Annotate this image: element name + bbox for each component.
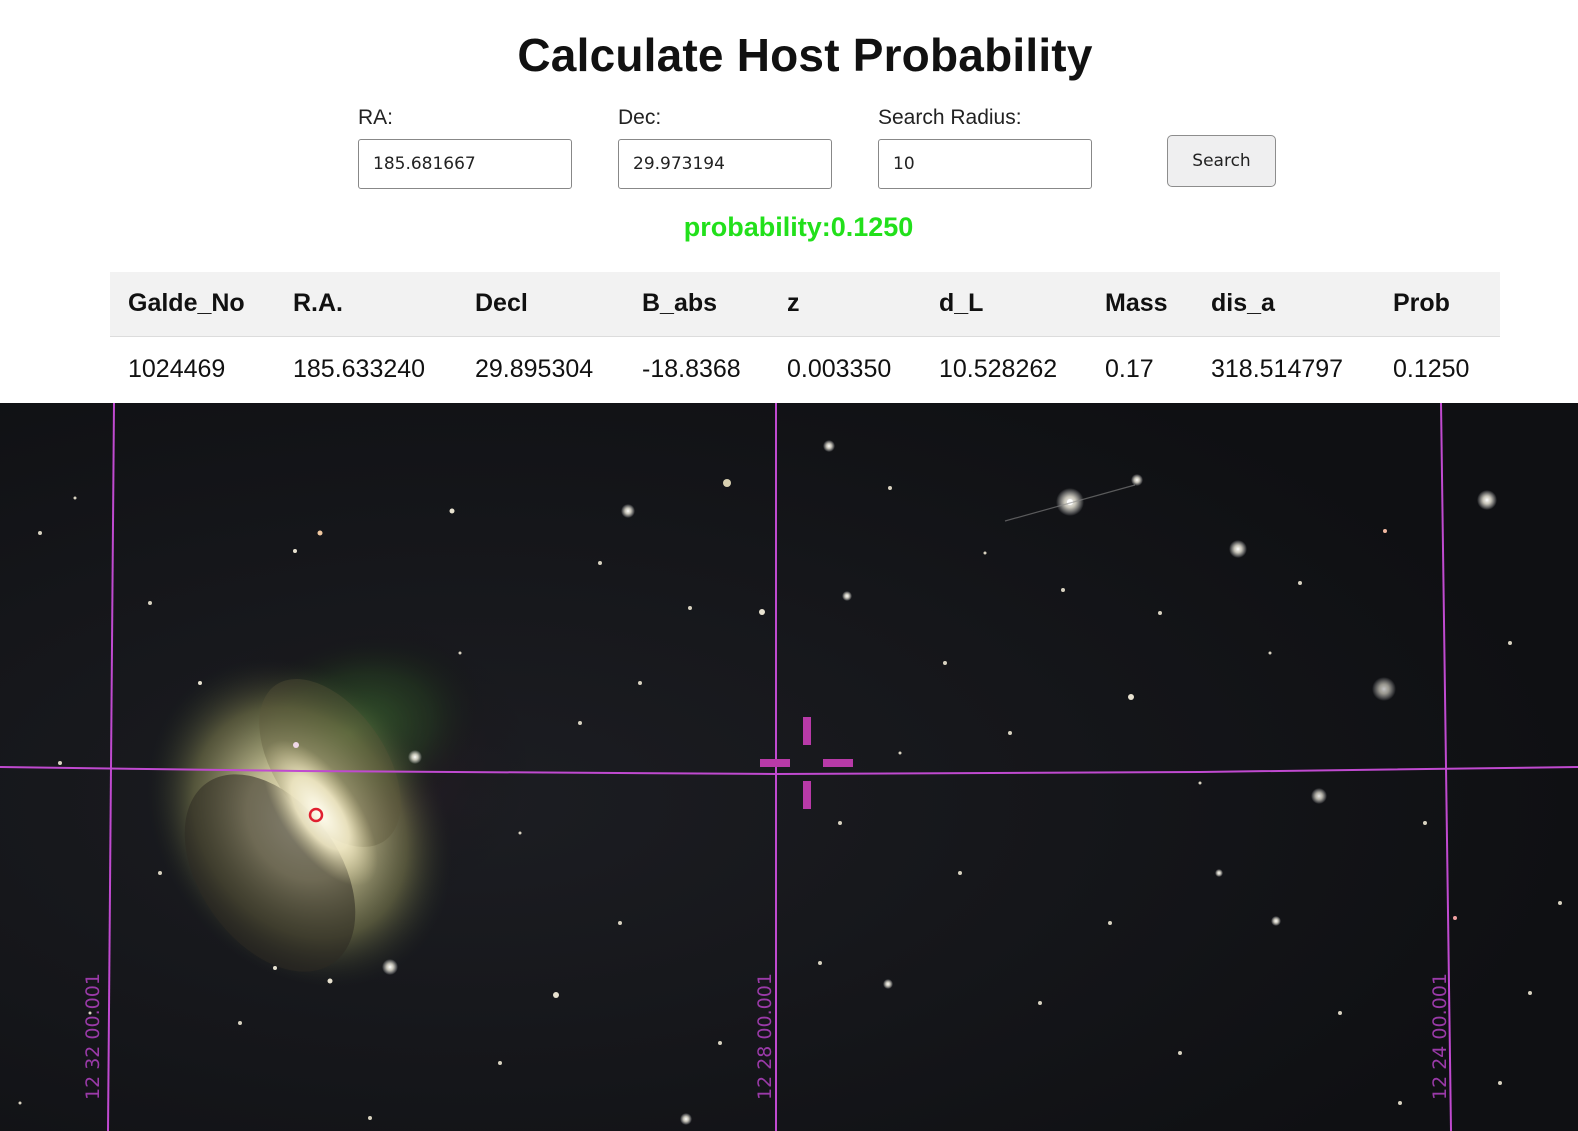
column-header-galde-no: Galde_No: [110, 272, 275, 337]
column-header-d-l: d_L: [921, 272, 1087, 337]
column-header-dis-a: dis_a: [1193, 272, 1375, 337]
cell-b-abs: -18.8368: [642, 355, 741, 383]
column-header-z: z: [769, 272, 921, 337]
search-radius-label: Search Radius:: [878, 106, 1022, 129]
spiral-galaxy: [147, 613, 530, 988]
cell-mass: 0.17: [1105, 355, 1154, 383]
search-button[interactable]: Search: [1167, 135, 1276, 187]
cell-decl: 29.895304: [475, 355, 594, 383]
sky-survey-image: 12 32 00.001 12 28 00.001 12 24 00.001: [0, 403, 1578, 1131]
field-stars: [18, 440, 1562, 1125]
cell-z: 0.003350: [787, 355, 892, 383]
cell-prob: 0.1250: [1393, 355, 1470, 383]
column-header-prob: Prob: [1375, 272, 1500, 337]
table-row: 1024469 185.633240 29.895304 -18.8368 0.…: [110, 336, 1500, 403]
ra-grid-line-3: [1440, 403, 1452, 1131]
cell-galde-no: 1024469: [128, 355, 226, 383]
ra-input[interactable]: [358, 139, 572, 189]
search-radius-input[interactable]: [878, 139, 1092, 189]
host-galaxy-marker: [308, 807, 324, 823]
ra-label: RA:: [358, 106, 394, 129]
probability-result: probability:0.1250: [683, 212, 914, 242]
cell-ra: 185.633240: [293, 355, 426, 383]
ra-grid-line-1: [107, 403, 115, 1131]
ra-grid-label-2: 12 28 00.001: [754, 973, 776, 1100]
page-title: Calculate Host Probability: [517, 29, 1093, 81]
column-header-ra: R.A.: [275, 272, 457, 337]
sky-image-canvas: 12 32 00.001 12 28 00.001 12 24 00.001: [0, 403, 1578, 1131]
table-header-row: Galde_No R.A. Decl B_abs z d_L Mass dis_…: [110, 272, 1500, 337]
results-table: Galde_No R.A. Decl B_abs z d_L Mass dis_…: [110, 272, 1500, 403]
crosshair-marker: [760, 717, 853, 809]
dec-input[interactable]: [618, 139, 832, 189]
dec-label: Dec:: [618, 106, 662, 129]
column-header-mass: Mass: [1087, 272, 1193, 337]
cell-d-l: 10.528262: [939, 355, 1058, 383]
dec-grid-line: [0, 766, 1578, 776]
ra-grid-label-1: 12 32 00.001: [82, 973, 104, 1100]
cell-dis-a: 318.514797: [1211, 355, 1344, 383]
column-header-decl: Decl: [457, 272, 624, 337]
column-header-b-abs: B_abs: [624, 272, 769, 337]
ra-grid-label-3: 12 24 00.001: [1429, 973, 1451, 1100]
